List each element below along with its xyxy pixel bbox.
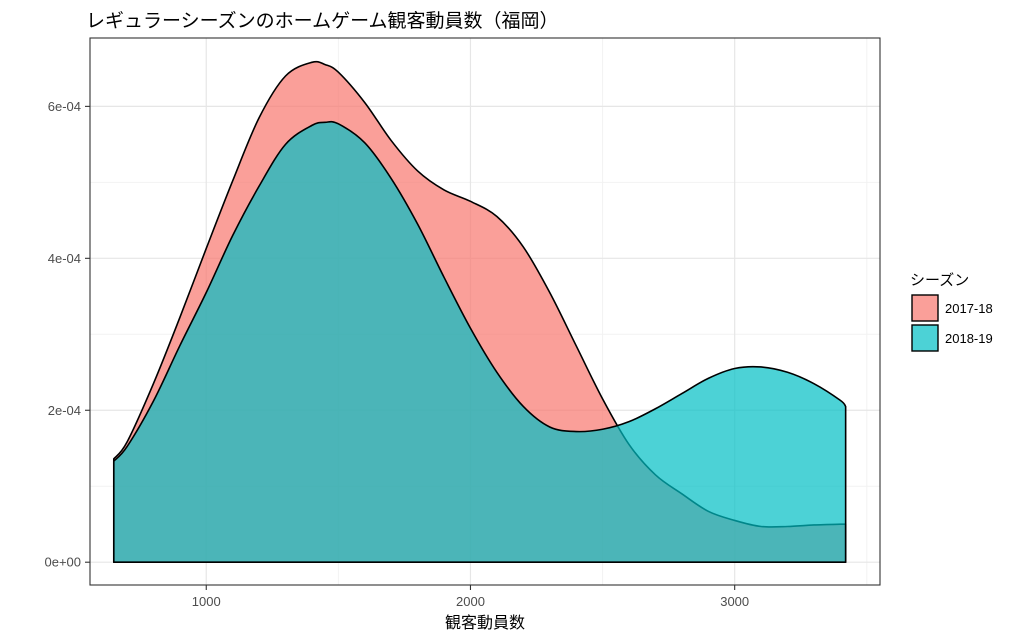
legend-label-2018-19: 2018-19 [945, 331, 993, 346]
legend: シーズン 2017-18 2018-19 [910, 271, 993, 352]
y-tick-label: 4e-04 [48, 251, 81, 266]
legend-key-2018-19 [911, 324, 939, 352]
y-axis: 0e+00 2e-04 4e-04 6e-04 [44, 99, 90, 570]
chart-title: レギュラーシーズンのホームゲーム観客動員数（福岡） [86, 10, 559, 32]
x-tick-label: 2000 [456, 594, 485, 609]
x-tick-label: 1000 [192, 594, 221, 609]
density-areas [112, 60, 847, 564]
legend-key-2017-18 [911, 294, 939, 322]
y-tick-label: 2e-04 [48, 403, 81, 418]
plot-panel-border [89, 37, 881, 586]
x-axis: 1000 2000 3000 [192, 585, 749, 609]
y-tick-label: 0e+00 [44, 555, 81, 570]
x-tick-label: 3000 [720, 594, 749, 609]
density-area-2018-19 [112, 120, 847, 564]
legend-title: シーズン [910, 271, 969, 289]
x-axis-title: 観客動員数 [445, 613, 525, 632]
y-tick-label: 6e-04 [48, 99, 81, 114]
legend-label-2017-18: 2017-18 [945, 301, 993, 316]
